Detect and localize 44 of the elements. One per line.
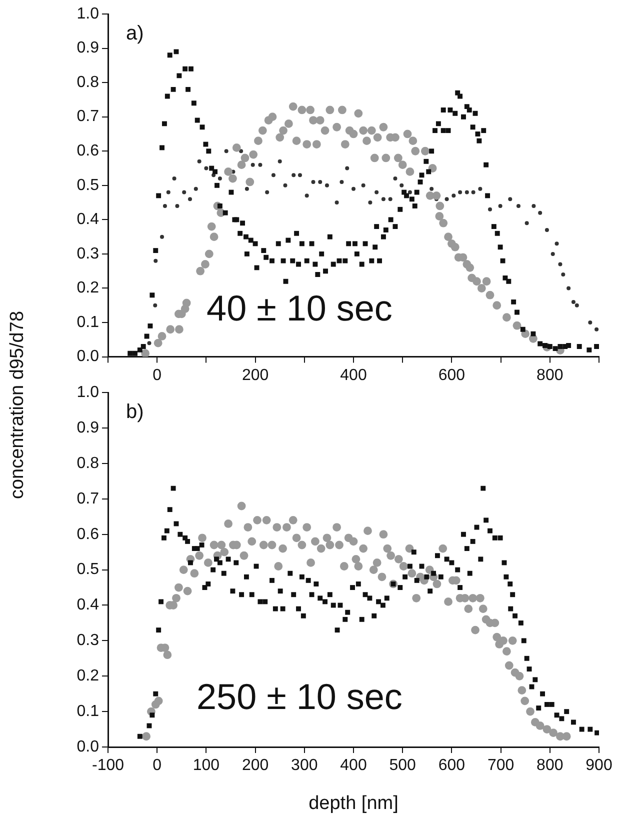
- annotation: 250 ± 10 sec: [196, 676, 402, 718]
- x-tick-label: 400: [340, 366, 367, 384]
- y-tick-label: 0.2: [76, 280, 100, 297]
- x-tick-label: 700: [487, 757, 514, 774]
- x-tick-label: 100: [192, 757, 220, 774]
- y-tick-label: 1.0: [76, 5, 100, 22]
- y-tick-label: 0.6: [76, 142, 100, 160]
- x-tick-label: 800: [536, 757, 564, 774]
- y-tick-label: 1.0: [76, 384, 100, 402]
- y-tick-label: 0.6: [76, 526, 100, 543]
- y-tick-label: 0.3: [76, 632, 100, 650]
- x-tick-label: 200: [242, 757, 269, 774]
- x-axis-title: depth [nm]: [308, 792, 398, 814]
- y-tick-label: 0.8: [76, 454, 100, 472]
- y-tick-label: 0.3: [76, 245, 100, 262]
- x-tick-label: 0: [152, 366, 162, 384]
- x-tick-label: 200: [242, 366, 269, 384]
- x-tick-label: 400: [340, 757, 367, 774]
- x-tick-label: 900: [586, 757, 612, 774]
- annotation: 40 ± 10 sec: [206, 287, 392, 328]
- x-tick-label: 500: [389, 757, 416, 774]
- y-tick-label: 0.7: [76, 108, 100, 126]
- y-tick-label: 0.1: [76, 702, 100, 720]
- x-tick-label: 600: [438, 757, 466, 774]
- y-tick-label: 0.5: [76, 561, 100, 578]
- x-tick-label: -100: [92, 757, 124, 774]
- y-tick-label: 0.5: [76, 176, 100, 194]
- annotation: a): [126, 22, 144, 45]
- x-tick-label: 0: [152, 757, 162, 774]
- y-tick-label: 0.9: [76, 419, 100, 436]
- y-tick-label: 0.9: [76, 40, 100, 57]
- y-tick-label: 0.8: [76, 74, 100, 91]
- y-tick-label: 0.2: [76, 668, 100, 685]
- y-tick-label: 0.0: [76, 348, 100, 366]
- y-tick-label: 0.4: [76, 596, 100, 614]
- y-tick-label: 0.7: [76, 490, 100, 508]
- y-tick-label: 0.1: [76, 314, 100, 331]
- y-tick-label: 0.4: [76, 211, 100, 228]
- x-tick-label: 300: [291, 757, 318, 774]
- annotation: b): [126, 401, 144, 424]
- x-tick-label: 800: [536, 366, 564, 384]
- y-axis-title: concentration d95/d78: [7, 310, 29, 500]
- y-tick-label: 0.0: [76, 738, 100, 756]
- x-tick-label: 600: [438, 366, 466, 384]
